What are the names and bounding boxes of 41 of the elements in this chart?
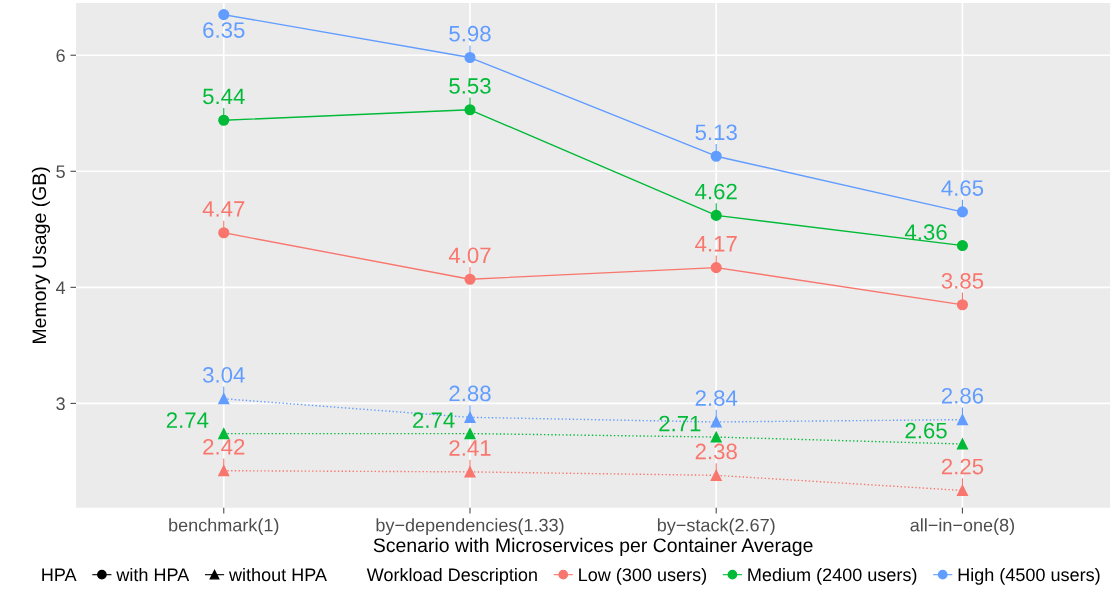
data-label: 2.74 [166, 412, 209, 428]
data-label: 4.36 [904, 224, 947, 241]
legend-label: High (4500 users) [958, 567, 1100, 585]
data-label: 5.98 [449, 25, 491, 42]
x-tick-label: benchmark(1) [169, 518, 279, 536]
y-tick-label: 4 [55, 281, 66, 294]
data-label: 2.74 [413, 412, 455, 428]
text: without HPA [228, 567, 327, 582]
data-label: 4.65 [941, 180, 984, 196]
data-label: 4.07 [448, 247, 491, 264]
x-tick-label: by−dependencies(1.33) [376, 518, 564, 536]
data-label: 6.35 [203, 22, 245, 38]
legend-label: Medium (2400 users) [748, 567, 917, 585]
y-tick-label: 6 [56, 49, 65, 62]
data-label: 4.62 [695, 183, 737, 200]
data-label: 2.71 [659, 415, 701, 432]
x-tick-label: by−stack(2.67) [657, 518, 775, 536]
data-label: 2.88 [449, 385, 491, 402]
data-label: 2.25 [941, 458, 984, 475]
text: with HPA [116, 567, 190, 582]
y-tick-label: 3 [56, 397, 65, 411]
x-axis-title: Scenario with Microservices per Container Average [373, 537, 813, 556]
data-label: 5.13 [695, 124, 737, 141]
y-axis-title: Memory Usage (GB) [31, 167, 51, 343]
data-label: 2.38 [695, 443, 737, 460]
data-label: 2.65 [905, 422, 947, 439]
legend-title: Workload Description [366, 567, 537, 585]
data-label: 4.17 [695, 236, 737, 252]
y-tick-label: 5 [56, 165, 65, 179]
legend-label: Low (300 users) [579, 567, 707, 585]
data-label: 2.41 [449, 440, 491, 456]
data-label: 3.85 [941, 273, 984, 289]
data-label: 3.04 [202, 367, 245, 383]
data-label: 4.47 [202, 201, 245, 217]
text: HPA [42, 568, 77, 581]
data-label: 5.53 [449, 78, 491, 94]
x-tick-label: all−in−one(8) [910, 518, 1015, 536]
data-label: 2.42 [203, 438, 245, 455]
data-label: 5.44 [203, 88, 245, 105]
data-label: 2.84 [695, 390, 738, 406]
data-label: 2.86 [941, 387, 984, 404]
